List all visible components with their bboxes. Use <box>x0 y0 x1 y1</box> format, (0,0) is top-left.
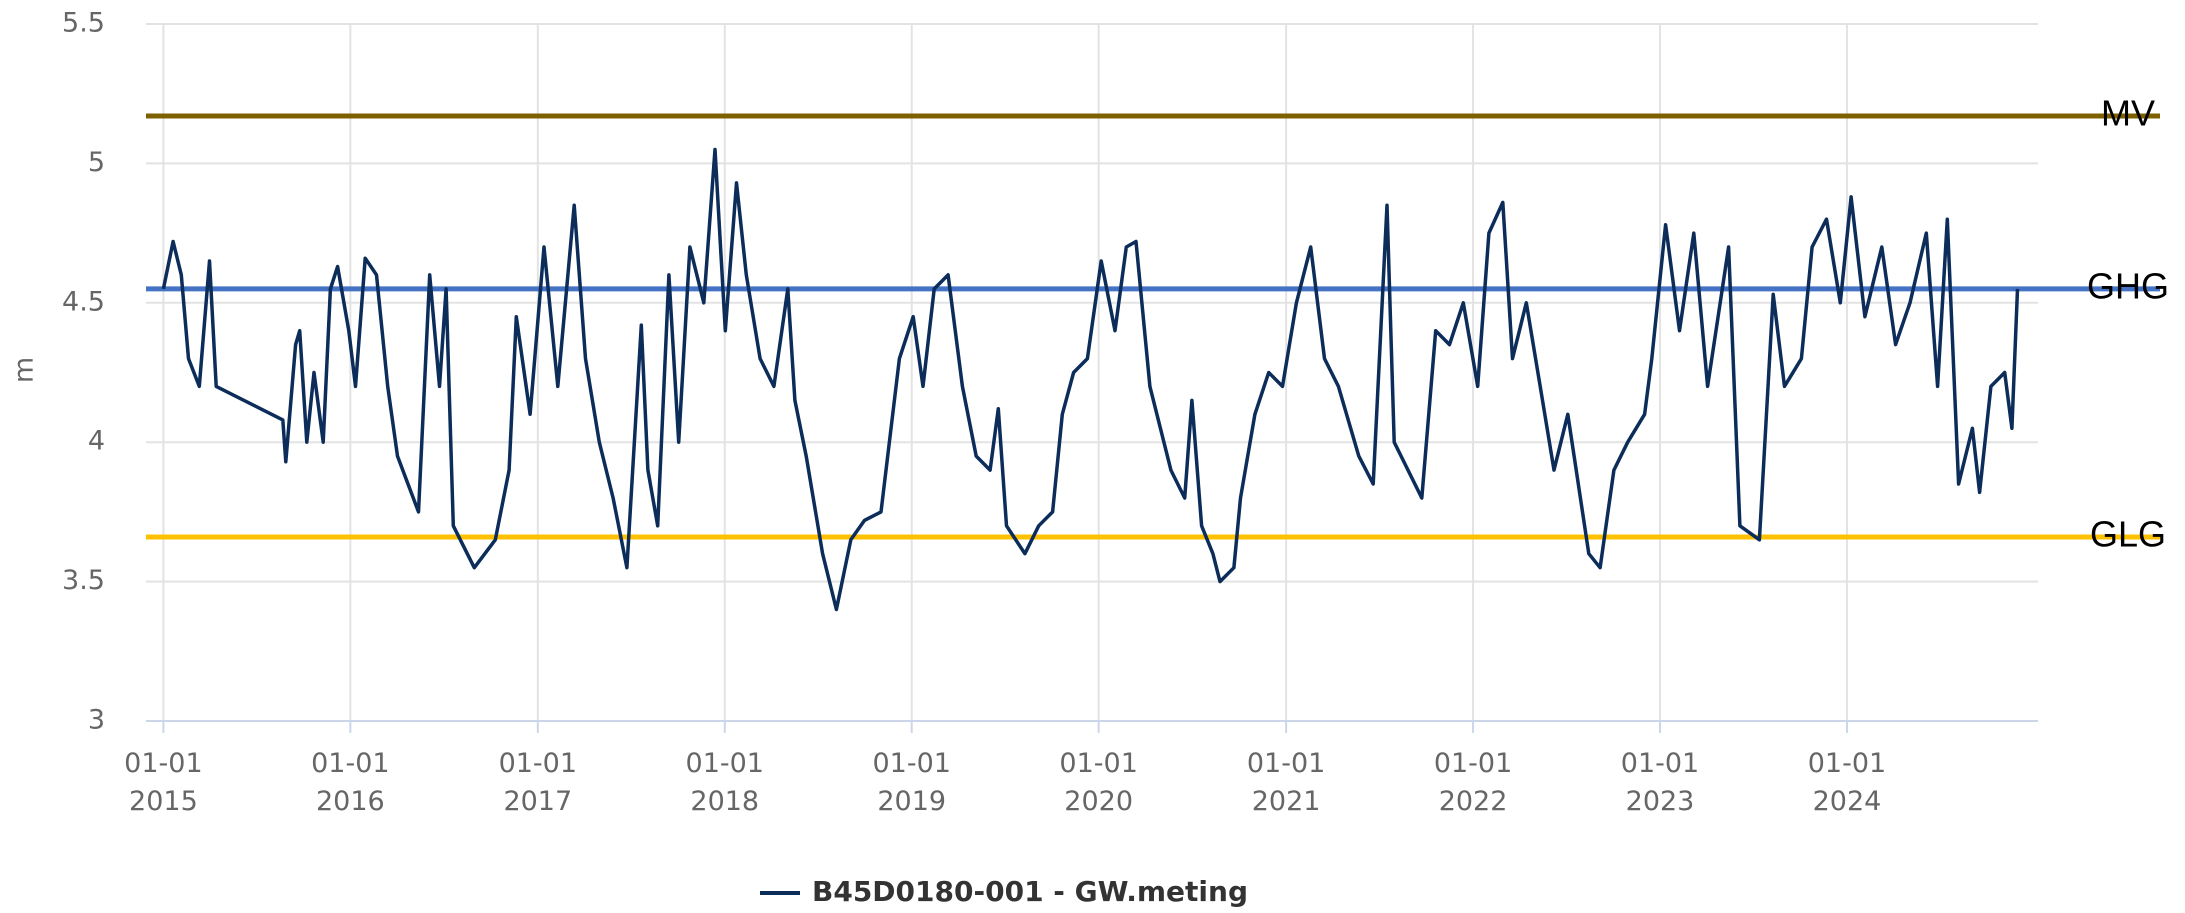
x-tick-label: 01-01 2015 <box>124 748 202 817</box>
y-tick-label: 3 <box>88 705 105 736</box>
x-tick-label-line: 01-01 <box>1434 748 1512 779</box>
x-tick-label-line: 2017 <box>503 786 572 817</box>
x-tick-label: 01-01 2016 <box>311 748 389 817</box>
y-tick-label: 3.5 <box>62 565 105 596</box>
x-tick-label: 01-01 2023 <box>1621 748 1699 817</box>
y-tick-label: 5.5 <box>62 8 105 39</box>
x-tick-label-line: 01-01 <box>872 748 950 779</box>
data-line <box>161 147 2020 612</box>
x-tick-label-line: 2024 <box>1813 786 1882 817</box>
x-tick-label-line: 01-01 <box>1247 748 1325 779</box>
x-tick-label-line: 2015 <box>129 786 198 817</box>
reference-label: MV <box>2101 93 2155 134</box>
x-tick-label-line: 01-01 <box>1059 748 1137 779</box>
x-tick-label: 01-01 2024 <box>1808 748 1886 817</box>
x-tick-label-line: 2022 <box>1439 786 1508 817</box>
y-tick-label: 4 <box>88 426 105 457</box>
x-tick-label-line: 01-01 <box>499 748 577 779</box>
x-tick-label-line: 01-01 <box>1808 748 1886 779</box>
y-tick-label: 4.5 <box>62 286 105 317</box>
x-tick-label-line: 2020 <box>1064 786 1133 817</box>
x-tick-label: 01-01 2019 <box>872 748 950 817</box>
x-tick-label: 01-01 2020 <box>1059 748 1137 817</box>
x-tick-label-line: 2016 <box>316 786 385 817</box>
x-tick-label-line: 01-01 <box>124 748 202 779</box>
x-tick-label: 01-01 2017 <box>499 748 577 817</box>
x-tick-label-line: 01-01 <box>686 748 764 779</box>
y-tick-label: 5 <box>88 147 105 178</box>
reference-label: GLG <box>2090 514 2166 555</box>
legend-label: B45D0180-001 - GW.meting <box>812 875 1248 908</box>
x-tick-label: 01-01 2018 <box>686 748 764 817</box>
x-tick-label-line: 01-01 <box>1621 748 1699 779</box>
x-tick-label: 01-01 2022 <box>1434 748 1512 817</box>
x-tick-label-line: 2018 <box>690 786 759 817</box>
y-axis-label: m <box>9 357 40 383</box>
x-tick-label-line: 2019 <box>877 786 946 817</box>
reference-label: GHG <box>2087 265 2169 306</box>
x-tick-label-line: 2023 <box>1626 786 1695 817</box>
x-tick-label-line: 2021 <box>1252 786 1321 817</box>
x-tick-label: 01-01 2021 <box>1247 748 1325 817</box>
x-tick-label-line: 01-01 <box>311 748 389 779</box>
